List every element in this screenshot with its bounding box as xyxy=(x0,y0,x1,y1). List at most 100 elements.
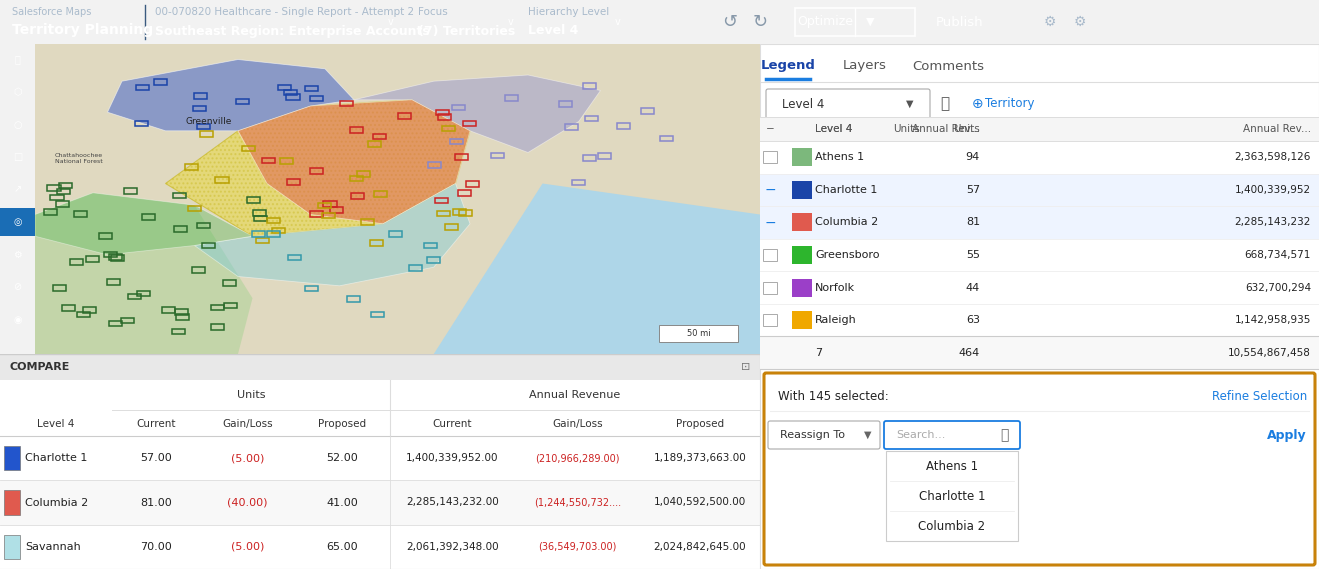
Polygon shape xyxy=(165,100,470,236)
Text: Annual Revenue: Annual Revenue xyxy=(529,390,621,400)
Bar xyxy=(154,79,168,85)
Text: 1,189,373,663.00: 1,189,373,663.00 xyxy=(654,453,747,463)
Bar xyxy=(266,231,280,237)
Text: 94: 94 xyxy=(966,152,980,162)
Bar xyxy=(211,324,224,330)
Bar xyxy=(137,291,150,296)
Bar xyxy=(762,249,777,261)
Bar xyxy=(398,113,412,118)
Bar xyxy=(762,314,777,326)
Text: Reassign To: Reassign To xyxy=(780,430,845,440)
Text: With 145 selected:: With 145 selected: xyxy=(778,390,889,403)
Text: Units: Units xyxy=(954,124,980,134)
Bar xyxy=(0,380,760,436)
Bar xyxy=(463,121,476,126)
Bar xyxy=(59,183,73,188)
Bar xyxy=(285,90,298,96)
Bar xyxy=(617,123,630,129)
Text: Salesforce Maps: Salesforce Maps xyxy=(12,7,91,17)
Bar xyxy=(458,190,471,196)
Bar xyxy=(466,181,479,187)
Bar xyxy=(445,224,458,230)
FancyBboxPatch shape xyxy=(768,421,880,449)
Bar xyxy=(373,191,386,197)
Bar xyxy=(55,201,69,207)
Text: 00-070820 Healthcare - Single Report - Attempt 2: 00-070820 Healthcare - Single Report - A… xyxy=(156,7,414,17)
Text: 63: 63 xyxy=(966,315,980,325)
Text: ⚙: ⚙ xyxy=(1043,15,1057,29)
Text: ⌕: ⌕ xyxy=(940,97,950,112)
Text: Units: Units xyxy=(236,390,265,400)
Text: 44: 44 xyxy=(966,283,980,292)
Text: Level 4: Level 4 xyxy=(782,97,824,110)
Bar xyxy=(253,216,266,221)
Text: Columbia 2: Columbia 2 xyxy=(815,217,878,228)
Text: ✋: ✋ xyxy=(15,55,20,64)
Text: Gain/Loss: Gain/Loss xyxy=(222,419,273,429)
Bar xyxy=(162,307,175,312)
Bar xyxy=(191,267,204,273)
Text: 668,734,571: 668,734,571 xyxy=(1245,250,1311,260)
Bar xyxy=(202,243,215,249)
Text: Annual Rev...: Annual Rev... xyxy=(1242,124,1311,134)
Bar xyxy=(641,108,654,114)
Bar xyxy=(791,213,813,232)
Bar xyxy=(286,94,299,100)
Bar xyxy=(87,256,99,262)
Text: 50 mi: 50 mi xyxy=(687,329,710,338)
Text: Comments: Comments xyxy=(911,60,984,72)
Bar xyxy=(310,168,323,174)
Bar xyxy=(760,174,1319,206)
Bar xyxy=(109,320,123,326)
Text: Publish: Publish xyxy=(936,15,984,28)
Bar xyxy=(278,85,291,90)
Bar xyxy=(795,8,915,36)
Bar xyxy=(360,220,373,225)
Bar xyxy=(330,207,343,213)
Bar xyxy=(47,185,61,191)
Text: (1,244,550,732....: (1,244,550,732.... xyxy=(534,497,621,508)
Bar xyxy=(791,246,813,264)
Text: Territory Planning: Territory Planning xyxy=(12,23,153,37)
Text: 81.00: 81.00 xyxy=(140,497,171,508)
Bar xyxy=(256,238,269,244)
Text: Refine Selection: Refine Selection xyxy=(1212,390,1307,403)
Bar xyxy=(762,282,777,294)
Text: ○: ○ xyxy=(13,119,21,130)
Text: Southeast Region: Enterprise Accounts: Southeast Region: Enterprise Accounts xyxy=(156,24,430,38)
Bar xyxy=(351,176,363,182)
Bar xyxy=(135,121,148,126)
Bar xyxy=(111,255,124,261)
Bar xyxy=(351,193,364,199)
Bar xyxy=(0,525,760,569)
Bar xyxy=(760,117,1319,141)
Text: Charlotte 1: Charlotte 1 xyxy=(815,185,877,195)
Bar xyxy=(760,336,1319,369)
Bar xyxy=(50,195,63,200)
Bar xyxy=(438,114,451,120)
Bar xyxy=(323,201,336,207)
Text: Proposed: Proposed xyxy=(318,419,367,429)
Text: 2,285,143,232: 2,285,143,232 xyxy=(1235,217,1311,228)
Polygon shape xyxy=(108,60,353,131)
Polygon shape xyxy=(353,75,600,152)
Bar xyxy=(4,535,20,559)
Bar xyxy=(266,218,280,224)
Bar xyxy=(350,127,363,133)
Text: Level 4: Level 4 xyxy=(815,124,852,134)
Bar xyxy=(791,279,813,296)
Bar xyxy=(451,105,464,110)
Bar xyxy=(583,155,596,160)
Text: Columbia 2: Columbia 2 xyxy=(25,497,88,508)
Bar xyxy=(791,181,813,199)
Bar xyxy=(305,286,318,291)
Text: Current: Current xyxy=(136,419,175,429)
Bar xyxy=(339,101,352,106)
Text: −: − xyxy=(765,124,774,134)
Text: □: □ xyxy=(13,152,22,162)
Text: ↻: ↻ xyxy=(752,13,768,31)
Bar xyxy=(455,154,468,160)
Bar xyxy=(197,222,210,228)
Bar xyxy=(280,158,293,164)
Bar xyxy=(199,131,212,137)
